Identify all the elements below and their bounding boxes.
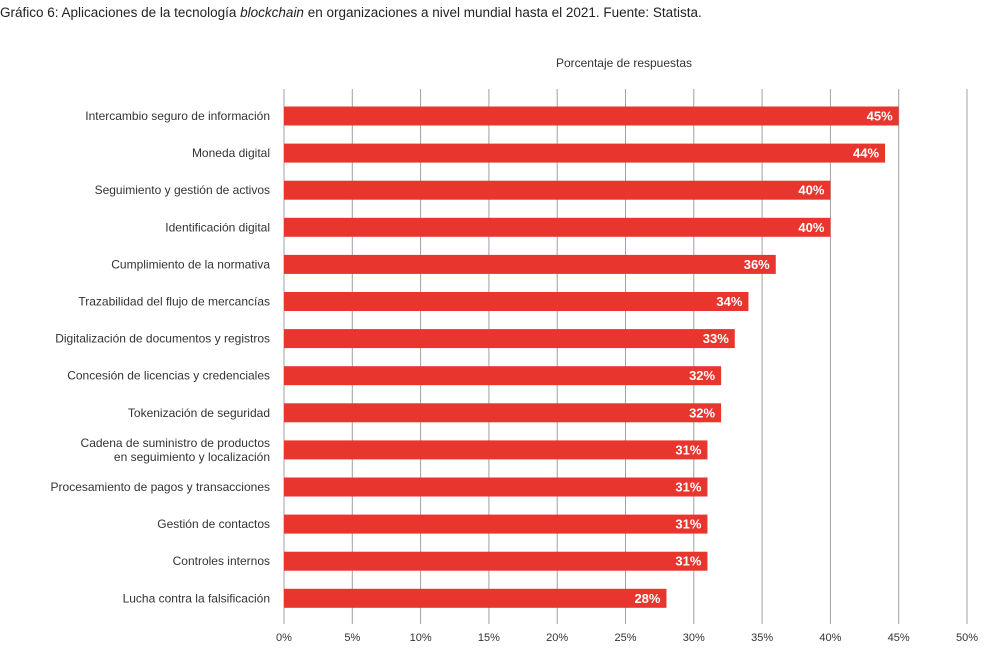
bar [284, 366, 722, 386]
category-label: Cumplimiento de la normativa [111, 257, 270, 271]
bar [284, 180, 831, 200]
data-label: 36% [744, 257, 770, 272]
bars: 45% 44% 40% 40% 36% 34% 33% 32% 32% 31% 31% 31% 31% 2… [284, 106, 899, 608]
chart-title: Gráfico 6: Aplicaciones de la tecnología… [0, 5, 702, 20]
category-label: Intercambio seguro de información [85, 109, 270, 123]
bar [284, 551, 708, 571]
chart-title-prefix: Gráfico 6: Aplicaciones de la tecnología [0, 5, 241, 20]
category-label: Tokenización de seguridad [128, 406, 270, 420]
bar [284, 292, 749, 311]
category-label: Cadena de suministro de productos [81, 436, 270, 450]
bar [284, 588, 667, 608]
data-label: 34% [716, 294, 742, 309]
category-label: Concesión de licencias y credenciales [67, 369, 270, 383]
bar [284, 440, 708, 460]
x-axis-title: Porcentaje de respuestas [556, 56, 692, 70]
chart-title-emphasis: blockchain [240, 5, 304, 20]
bar [284, 477, 708, 497]
category-label: Seguimiento y gestión de activos [95, 183, 270, 197]
x-tick-label: 35% [751, 632, 773, 644]
bar [284, 217, 831, 237]
bar [284, 254, 776, 274]
category-labels: Intercambio seguro de información Moneda … [51, 109, 271, 605]
category-label: en seguimiento y localización [114, 450, 270, 464]
bar [284, 403, 722, 423]
data-label: 44% [853, 146, 879, 161]
x-axis-ticks: 0% 5% 10% 15% 20% 25% 30% 35% 40% 45% 50% [276, 632, 978, 644]
x-tick-label: 0% [276, 632, 292, 644]
data-label: 31% [675, 517, 701, 532]
bar [284, 106, 899, 126]
data-label: 33% [703, 331, 729, 346]
category-label: Lucha contra la falsificación [123, 591, 270, 605]
x-tick-label: 25% [614, 632, 636, 644]
bar [284, 143, 886, 163]
bar [284, 329, 735, 349]
x-tick-label: 20% [546, 632, 568, 644]
x-tick-label: 15% [478, 632, 500, 644]
data-label: 28% [634, 591, 660, 606]
category-label: Gestión de contactos [157, 517, 270, 531]
gridlines [283, 89, 968, 624]
x-tick-label: 40% [819, 632, 841, 644]
x-tick-label: 5% [344, 632, 360, 644]
chart-title-suffix: en organizaciones a nivel mundial hasta … [303, 5, 702, 20]
x-tick-label: 10% [410, 632, 432, 644]
data-label: 32% [689, 405, 715, 420]
category-label: Identificación digital [165, 220, 270, 234]
x-tick-label: 50% [956, 632, 978, 644]
data-label: 45% [867, 109, 893, 124]
bar [284, 514, 708, 534]
x-tick-label: 30% [683, 632, 705, 644]
category-label: Controles internos [173, 554, 270, 568]
data-label: 40% [798, 183, 824, 198]
data-label: 32% [689, 368, 715, 383]
category-label: Digitalización de documentos y registros [55, 332, 270, 346]
x-tick-label: 45% [888, 632, 910, 644]
category-label: Trazabilidad del flujo de mercancías [78, 295, 270, 309]
category-label: Procesamiento de pagos y transacciones [51, 480, 270, 494]
data-label: 31% [675, 442, 701, 457]
category-label: Moneda digital [192, 146, 270, 160]
data-label: 40% [798, 220, 824, 235]
data-label: 31% [675, 554, 701, 569]
data-label: 31% [675, 480, 701, 495]
